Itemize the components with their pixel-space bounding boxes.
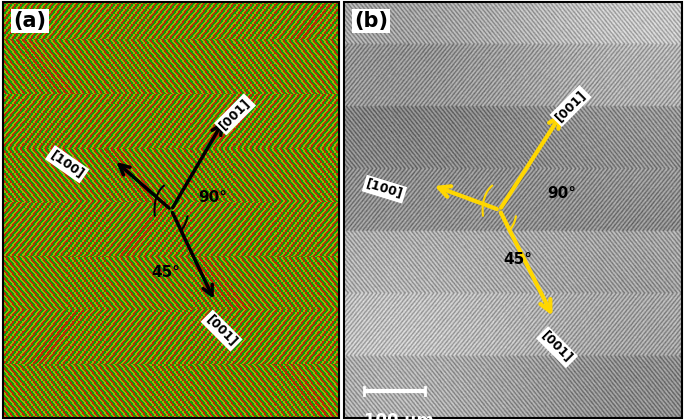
Text: (b): (b) [354,11,388,31]
Text: [001]: [001] [203,312,240,349]
Text: 45°: 45° [151,265,180,280]
Text: [001]: [001] [553,88,588,124]
Text: [100]: [100] [48,148,86,181]
Text: 90°: 90° [547,186,576,200]
Text: [001]: [001] [217,96,253,132]
Text: [100]: [100] [364,177,405,201]
Text: (a): (a) [14,11,47,31]
Text: 100 μm: 100 μm [364,412,434,420]
Text: 90°: 90° [198,190,227,205]
Text: 45°: 45° [503,252,532,267]
Text: [001]: [001] [539,329,575,365]
